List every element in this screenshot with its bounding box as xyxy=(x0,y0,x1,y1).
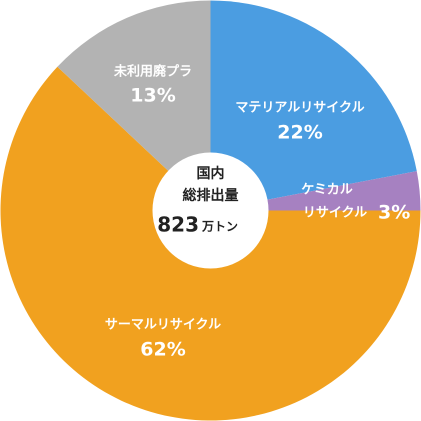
slice xyxy=(57,0,211,211)
center-label: 国内 xyxy=(197,165,225,182)
slice-label: リサイクル xyxy=(303,206,367,221)
center-label: 総排出量 xyxy=(183,187,239,204)
value-label: 22% xyxy=(277,122,322,144)
value-label: 3% xyxy=(378,202,410,224)
slice-label: サーマルリサイクル xyxy=(105,318,221,333)
value-label: 13% xyxy=(130,85,175,107)
total-unit: 万トン xyxy=(201,220,238,234)
total-value: 823 xyxy=(157,213,199,237)
donut-hole xyxy=(152,152,269,269)
slice-label: 未利用廃プラ xyxy=(113,64,192,80)
slice xyxy=(210,0,417,211)
value-label: 62% xyxy=(140,339,185,361)
slice-label: ケミカル xyxy=(301,183,353,198)
slice-label: マテリアルリサイクル xyxy=(235,101,364,116)
